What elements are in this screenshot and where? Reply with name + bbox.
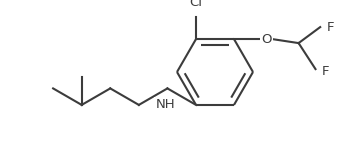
Text: Cl: Cl — [189, 0, 203, 9]
Text: F: F — [327, 21, 335, 34]
Text: NH: NH — [156, 98, 175, 111]
Text: F: F — [321, 65, 329, 78]
Text: O: O — [261, 33, 272, 46]
